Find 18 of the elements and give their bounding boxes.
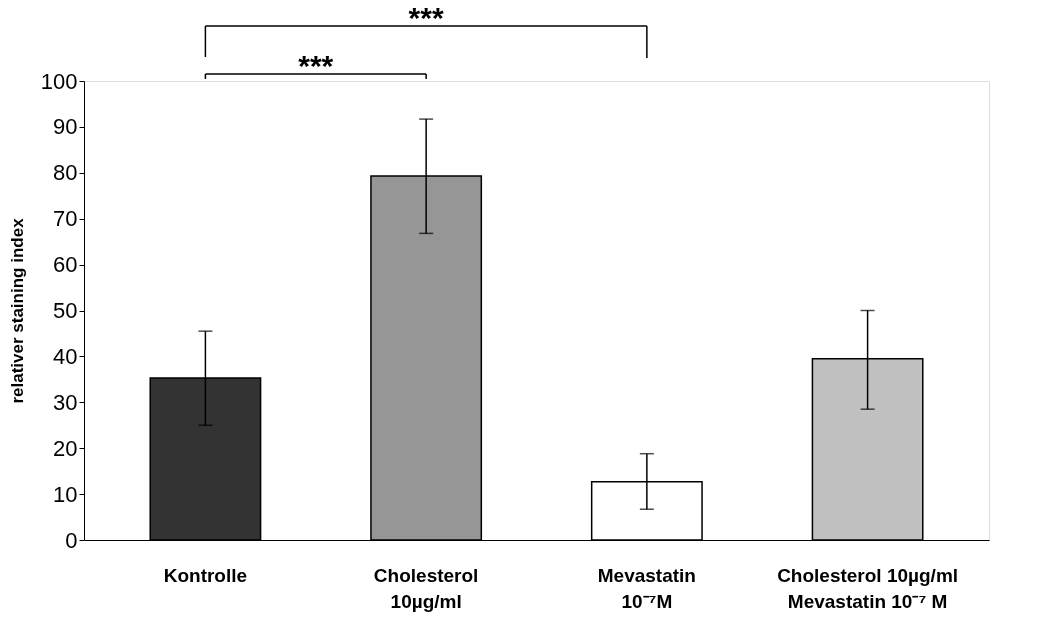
text: *** bbox=[408, 1, 444, 34]
y-tick-label: 70 bbox=[53, 206, 78, 232]
y-tick-label: 60 bbox=[53, 252, 78, 278]
annotation: *** bbox=[298, 49, 334, 82]
y-tick-label: 80 bbox=[53, 160, 78, 186]
y-tick-label: 10 bbox=[53, 481, 78, 507]
y-tick-label: 0 bbox=[65, 527, 78, 553]
y-tick-label: 50 bbox=[53, 298, 78, 323]
y-tick-label: 40 bbox=[53, 343, 78, 369]
y-tick-label: 90 bbox=[53, 114, 78, 140]
x-tick-label: Kontrolle bbox=[163, 564, 248, 586]
y-tick-label: 100 bbox=[40, 68, 78, 94]
x-tick-label: Mevastatin 10⁻⁷M bbox=[597, 564, 696, 612]
y-tick-label: 30 bbox=[53, 389, 78, 415]
y-tick-label: 20 bbox=[53, 435, 78, 461]
x-tick-label: Cholesterol 10µg/ml Mevastatin 10⁻⁷ M bbox=[777, 564, 959, 612]
y-axis-title: relativer staining index bbox=[7, 217, 27, 404]
x-tick-label: Cholesterol 10µg/ml bbox=[373, 564, 479, 612]
